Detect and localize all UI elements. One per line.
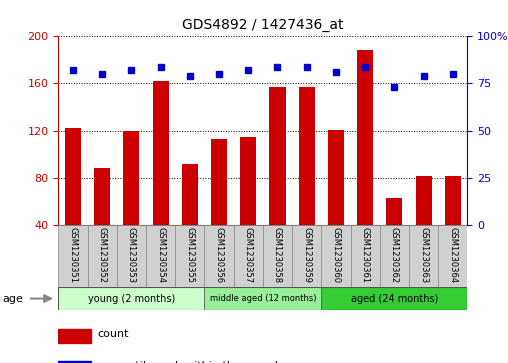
- Text: GSM1230356: GSM1230356: [214, 227, 224, 283]
- Bar: [321, 287, 467, 310]
- Bar: [58, 361, 91, 363]
- Bar: [438, 225, 467, 287]
- Bar: [263, 225, 292, 287]
- Bar: [444, 176, 461, 225]
- Text: GSM1230361: GSM1230361: [361, 227, 370, 283]
- Text: GSM1230355: GSM1230355: [185, 227, 195, 283]
- Bar: [292, 225, 321, 287]
- Bar: [321, 225, 351, 287]
- Bar: [175, 225, 204, 287]
- Bar: [58, 225, 88, 287]
- Text: age: age: [3, 294, 23, 303]
- Text: percentile rank within the sample: percentile rank within the sample: [97, 361, 285, 363]
- Text: GSM1230359: GSM1230359: [302, 227, 311, 283]
- Text: GSM1230354: GSM1230354: [156, 227, 165, 283]
- Bar: [328, 130, 344, 225]
- Title: GDS4892 / 1427436_at: GDS4892 / 1427436_at: [182, 19, 343, 33]
- Bar: [204, 225, 234, 287]
- Text: GSM1230351: GSM1230351: [69, 227, 78, 283]
- Bar: [146, 225, 175, 287]
- Bar: [234, 225, 263, 287]
- Bar: [58, 287, 204, 310]
- Text: GSM1230363: GSM1230363: [419, 227, 428, 283]
- Text: GSM1230357: GSM1230357: [244, 227, 253, 283]
- Bar: [416, 176, 432, 225]
- Bar: [299, 87, 315, 225]
- Bar: [380, 225, 409, 287]
- Bar: [123, 131, 140, 225]
- Text: GSM1230360: GSM1230360: [331, 227, 340, 283]
- Bar: [182, 164, 198, 225]
- Text: young (2 months): young (2 months): [88, 294, 175, 303]
- Text: GSM1230364: GSM1230364: [448, 227, 457, 283]
- Bar: [58, 329, 91, 343]
- Bar: [117, 225, 146, 287]
- Bar: [351, 225, 379, 287]
- Text: GSM1230353: GSM1230353: [127, 227, 136, 283]
- Bar: [211, 139, 227, 225]
- Text: GSM1230352: GSM1230352: [98, 227, 107, 283]
- Bar: [357, 50, 373, 225]
- Text: count: count: [97, 329, 129, 339]
- Text: GSM1230358: GSM1230358: [273, 227, 282, 283]
- Text: GSM1230362: GSM1230362: [390, 227, 399, 283]
- Text: aged (24 months): aged (24 months): [351, 294, 438, 303]
- Bar: [240, 136, 257, 225]
- Bar: [204, 287, 321, 310]
- Bar: [88, 225, 117, 287]
- Bar: [152, 81, 169, 225]
- Bar: [94, 168, 110, 225]
- Bar: [269, 87, 285, 225]
- Bar: [65, 128, 81, 225]
- Bar: [386, 198, 402, 225]
- Bar: [409, 225, 438, 287]
- Text: middle aged (12 months): middle aged (12 months): [210, 294, 316, 303]
